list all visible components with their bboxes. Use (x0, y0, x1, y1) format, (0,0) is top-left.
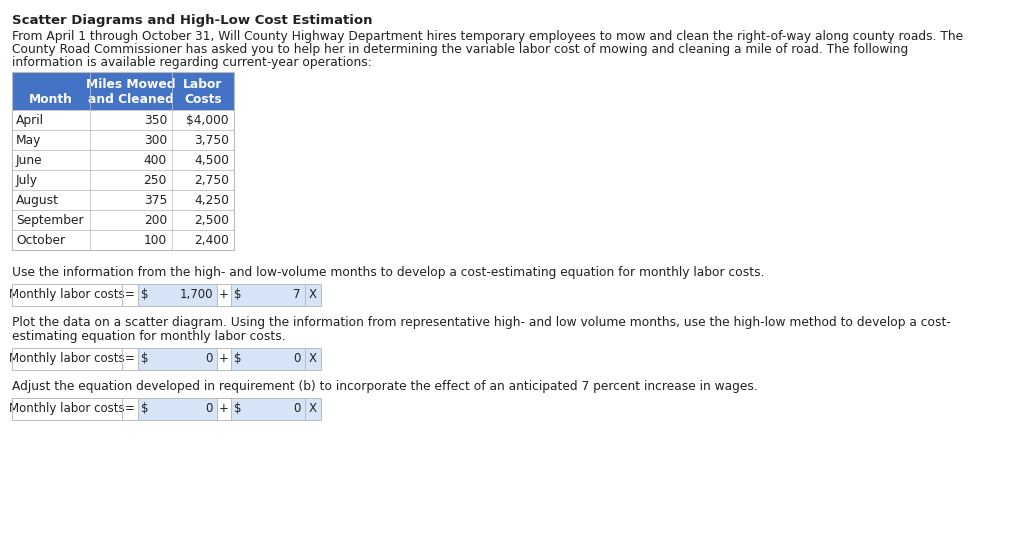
Text: 375: 375 (143, 194, 167, 207)
Text: 4,250: 4,250 (194, 194, 229, 207)
Text: September: September (16, 214, 84, 227)
Text: October: October (16, 234, 66, 247)
FancyBboxPatch shape (12, 348, 122, 370)
FancyBboxPatch shape (12, 398, 122, 420)
Text: and Cleaned: and Cleaned (88, 93, 174, 106)
Text: 350: 350 (143, 114, 167, 127)
FancyBboxPatch shape (12, 230, 234, 250)
Text: 2,500: 2,500 (194, 214, 229, 227)
Text: +: + (219, 352, 229, 365)
FancyBboxPatch shape (138, 284, 217, 306)
Text: 1,700: 1,700 (179, 288, 213, 301)
Text: $: $ (234, 288, 242, 301)
Text: County Road Commissioner has asked you to help her in determining the variable l: County Road Commissioner has asked you t… (12, 43, 908, 56)
Text: May: May (16, 134, 41, 147)
Text: Monthly labor costs: Monthly labor costs (9, 288, 125, 301)
Text: $: $ (141, 402, 148, 415)
Text: 4,500: 4,500 (194, 154, 229, 167)
Text: =: = (125, 402, 135, 415)
FancyBboxPatch shape (12, 284, 122, 306)
Text: $: $ (141, 352, 148, 365)
Text: X: X (309, 352, 317, 365)
FancyBboxPatch shape (231, 398, 321, 420)
Text: information is available regarding current-year operations:: information is available regarding curre… (12, 56, 372, 69)
FancyBboxPatch shape (12, 72, 234, 110)
Text: April: April (16, 114, 44, 127)
Text: +: + (219, 402, 229, 415)
FancyBboxPatch shape (231, 348, 321, 370)
FancyBboxPatch shape (12, 210, 234, 230)
Text: 200: 200 (143, 214, 167, 227)
Text: Miles Mowed: Miles Mowed (86, 78, 176, 91)
Text: $4,000: $4,000 (186, 114, 229, 127)
Text: Plot the data on a scatter diagram. Using the information from representative hi: Plot the data on a scatter diagram. Usin… (12, 316, 951, 329)
Text: Labor: Labor (183, 78, 223, 91)
Text: June: June (16, 154, 43, 167)
Text: Monthly labor costs: Monthly labor costs (9, 352, 125, 365)
Text: From April 1 through October 31, Will County Highway Department hires temporary : From April 1 through October 31, Will Co… (12, 30, 964, 43)
Text: $: $ (234, 402, 242, 415)
Text: 0: 0 (206, 352, 213, 365)
FancyBboxPatch shape (12, 130, 234, 150)
FancyBboxPatch shape (12, 110, 234, 130)
Text: Adjust the equation developed in requirement (b) to incorporate the effect of an: Adjust the equation developed in require… (12, 380, 758, 393)
FancyBboxPatch shape (138, 348, 217, 370)
Text: 400: 400 (143, 154, 167, 167)
Text: +: + (219, 288, 229, 301)
Text: 100: 100 (143, 234, 167, 247)
Text: Costs: Costs (184, 93, 222, 106)
Text: July: July (16, 174, 38, 187)
FancyBboxPatch shape (12, 170, 234, 190)
Text: Scatter Diagrams and High-Low Cost Estimation: Scatter Diagrams and High-Low Cost Estim… (12, 14, 373, 27)
Text: 7: 7 (294, 288, 301, 301)
Text: 300: 300 (143, 134, 167, 147)
FancyBboxPatch shape (12, 190, 234, 210)
Text: 250: 250 (143, 174, 167, 187)
Text: $: $ (234, 352, 242, 365)
Text: 0: 0 (294, 402, 301, 415)
Text: 0: 0 (206, 402, 213, 415)
Text: X: X (309, 402, 317, 415)
FancyBboxPatch shape (231, 284, 321, 306)
Text: 0: 0 (294, 352, 301, 365)
Text: Use the information from the high- and low-volume months to develop a cost-estim: Use the information from the high- and l… (12, 266, 765, 279)
Text: August: August (16, 194, 59, 207)
Text: $: $ (141, 288, 148, 301)
Text: Month: Month (29, 93, 73, 106)
Text: =: = (125, 352, 135, 365)
FancyBboxPatch shape (12, 150, 234, 170)
Text: Monthly labor costs: Monthly labor costs (9, 402, 125, 415)
Text: 2,750: 2,750 (194, 174, 229, 187)
Text: 3,750: 3,750 (194, 134, 229, 147)
Text: estimating equation for monthly labor costs.: estimating equation for monthly labor co… (12, 330, 286, 343)
Text: =: = (125, 288, 135, 301)
FancyBboxPatch shape (138, 398, 217, 420)
Text: 2,400: 2,400 (195, 234, 229, 247)
Text: X: X (309, 288, 317, 301)
